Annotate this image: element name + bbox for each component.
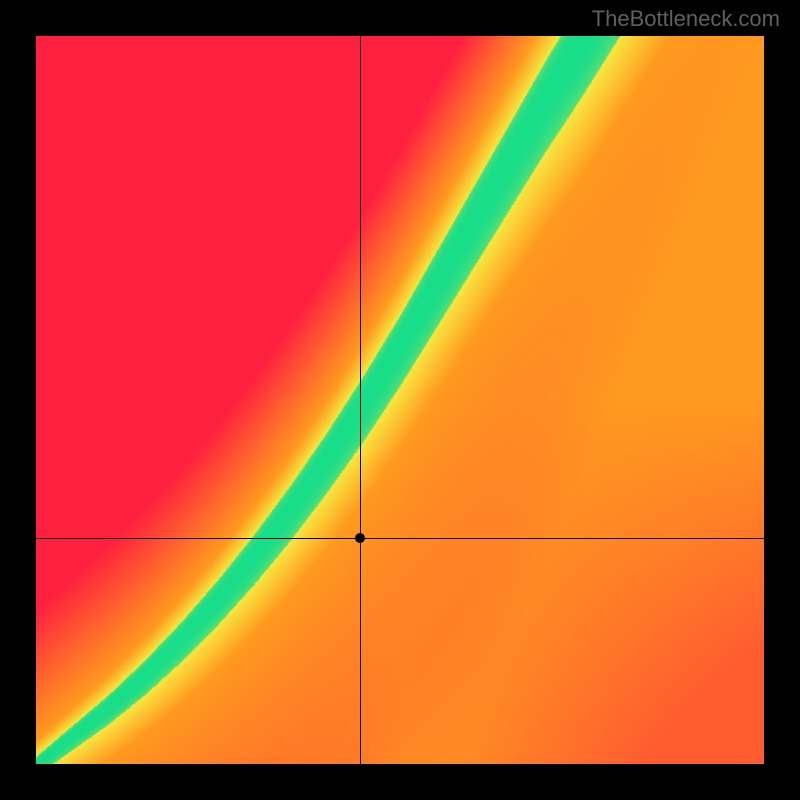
crosshair-horizontal xyxy=(36,538,764,539)
heatmap-canvas xyxy=(36,36,764,764)
heatmap-plot xyxy=(36,36,764,764)
crosshair-vertical xyxy=(360,36,361,764)
data-point-marker xyxy=(355,533,365,543)
watermark-text: TheBottleneck.com xyxy=(592,6,780,32)
